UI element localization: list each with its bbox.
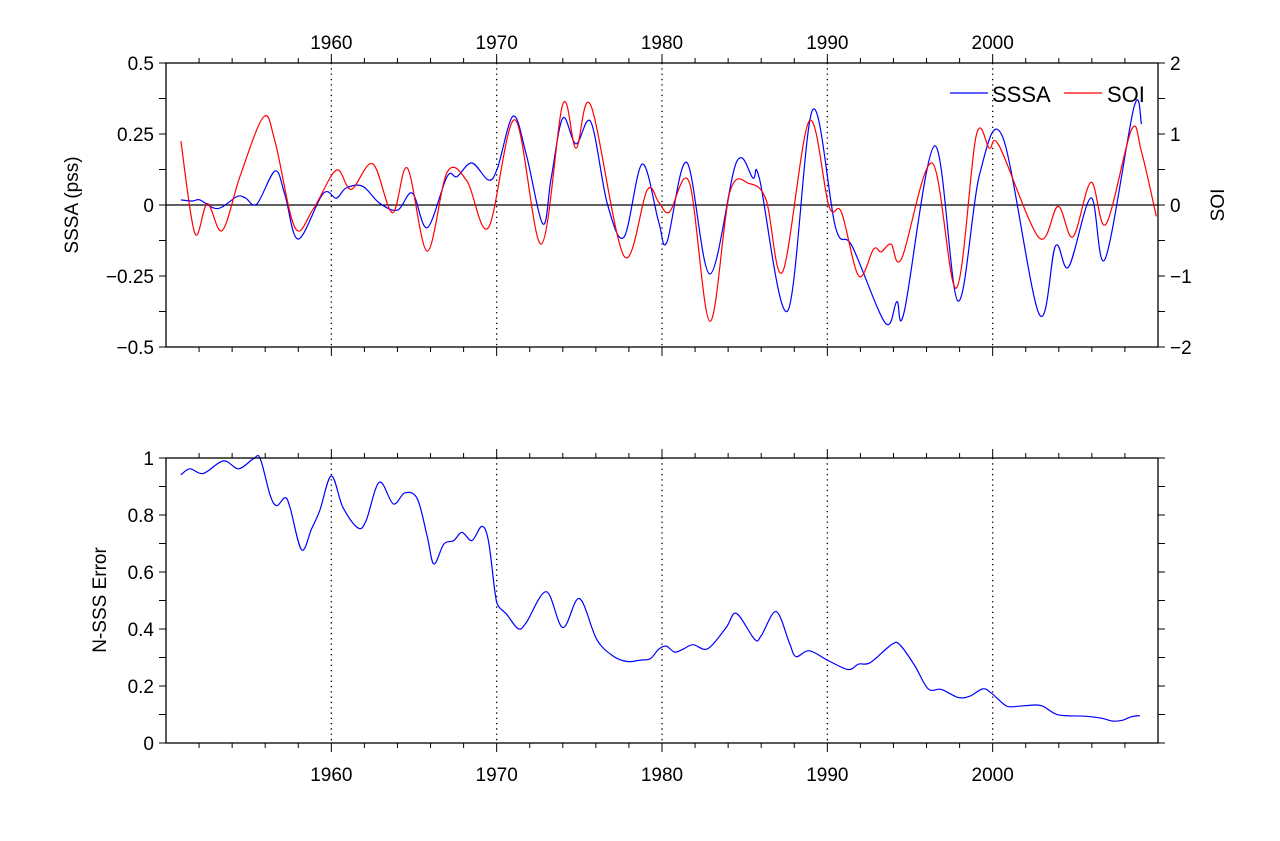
x-tick-label: 1960 [310, 765, 352, 786]
series-line-sssa [180, 99, 1143, 326]
x-tick-label: 1980 [641, 765, 683, 786]
plot-frame [165, 62, 1159, 348]
x-tick-label: 1970 [476, 765, 518, 786]
y-tick-label: −0.5 [116, 338, 154, 359]
y2-tick-label: −1 [1170, 267, 1192, 288]
y-tick-label: 0.4 [128, 620, 155, 641]
plot-frame [165, 457, 1159, 744]
legend: SSSA SOI [950, 82, 1145, 107]
x-tick-label: 1980 [641, 33, 683, 54]
nsss-error-panel: 1960 1970 1980 1990 2000 1 0.8 0.6 0.4 0.2 0 [128, 449, 1165, 786]
y-tick-label: −0.25 [106, 267, 154, 288]
series-line-error [180, 454, 1140, 722]
legend-label-soi: SOI [1107, 82, 1145, 107]
y-tick-label: 0 [143, 734, 154, 755]
y-tick-label: 0.5 [128, 54, 154, 75]
y-tick-label: 1 [143, 449, 154, 470]
y2-tick-label: 2 [1170, 54, 1181, 75]
y-tick-label: 0.8 [128, 506, 154, 527]
x-tick-label: 1970 [476, 33, 518, 54]
x-tick-label: 2000 [972, 33, 1014, 54]
y2-tick-label: 0 [1170, 196, 1181, 217]
series-line-soi [180, 100, 1157, 323]
y-tick-label: 0 [143, 196, 154, 217]
y-axis-label-error: N-SSS Error [90, 547, 111, 653]
y-tick-label: 0.2 [128, 677, 154, 698]
y2-tick-label: 1 [1170, 125, 1181, 146]
x-tick-label: 2000 [972, 765, 1014, 786]
y-tick-label: 0.25 [117, 125, 154, 146]
y2-tick-label: −2 [1170, 338, 1192, 359]
x-tick-label: 1960 [310, 33, 352, 54]
sssa-soi-panel: 1960 1970 1980 1990 2000 0.5 0.25 0 −0.25 −0.5 2 1 0… [106, 33, 1192, 359]
x-tick-label: 1990 [806, 765, 848, 786]
legend-label-sssa: SSSA [992, 82, 1051, 107]
x-tick-label: 1990 [806, 33, 848, 54]
y2-axis-label-soi: SOI [1208, 189, 1229, 222]
y-tick-label: 0.6 [128, 563, 154, 584]
y-axis-label-sssa: SSSA (pss) [62, 156, 83, 253]
